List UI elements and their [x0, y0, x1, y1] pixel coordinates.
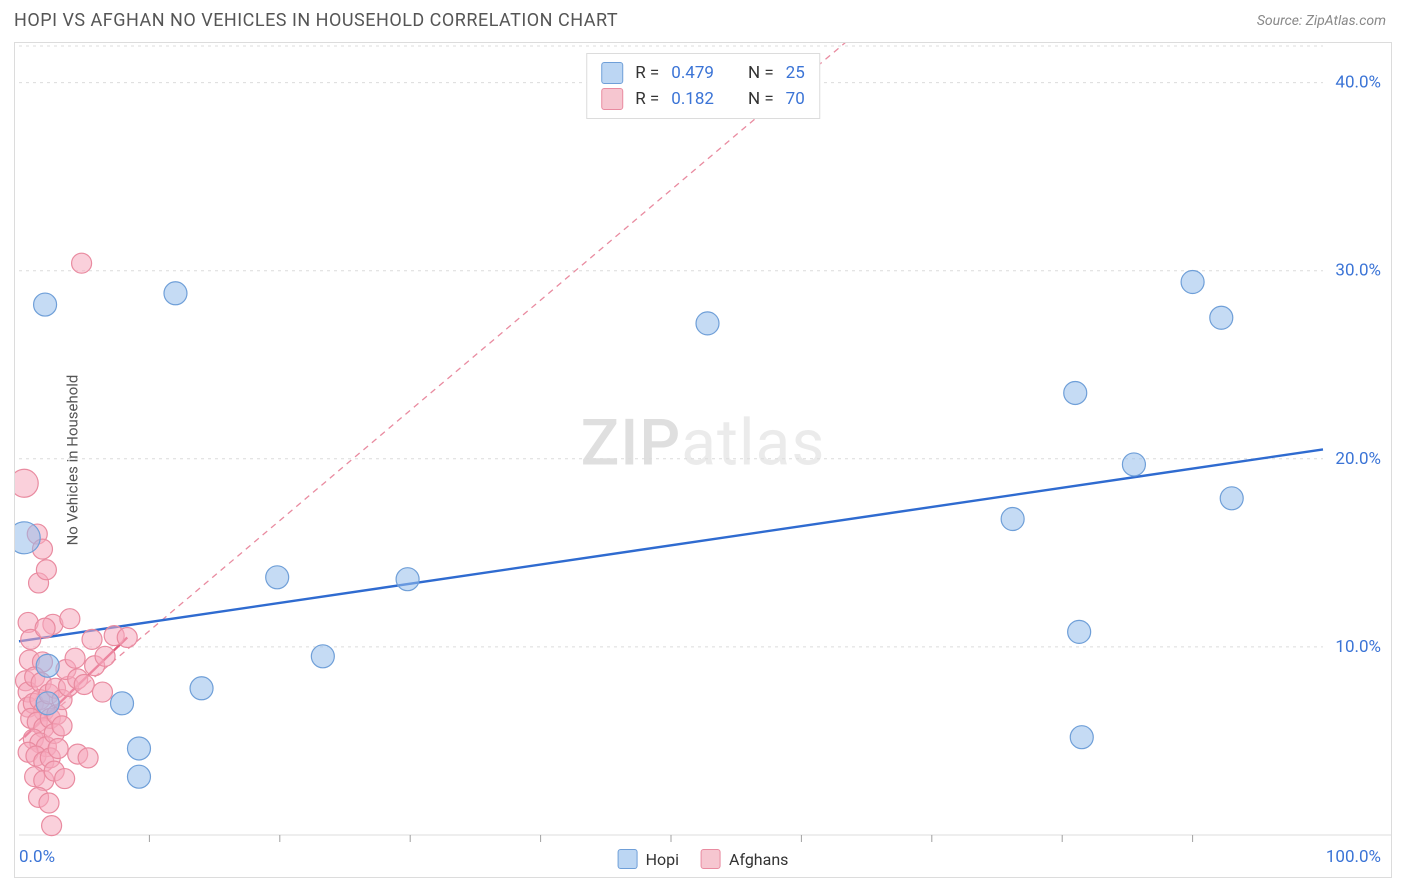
- svg-text:10.0%: 10.0%: [1335, 637, 1381, 657]
- x-axis-max-label: 100.0%: [1326, 847, 1381, 867]
- n-label: N =: [748, 89, 774, 109]
- legend-label: Hopi: [646, 850, 679, 869]
- legend-swatch: [701, 849, 721, 869]
- legend-swatch: [601, 88, 623, 110]
- legend-stat-row: R = 0.182 N = 70: [601, 86, 805, 112]
- chart-container: No Vehicles in Household ZIPatlas 10.0%2…: [14, 42, 1392, 878]
- n-value: 70: [786, 89, 805, 109]
- scatter-plot: 10.0% 20.0% 30.0% 40.0%: [15, 43, 1391, 877]
- svg-text:40.0%: 40.0%: [1335, 73, 1381, 93]
- n-value: 25: [786, 63, 805, 83]
- legend-label: Afghans: [729, 850, 788, 869]
- x-axis-min-label: 0.0%: [19, 847, 55, 867]
- correlation-legend: R = 0.479 N = 25 R = 0.182 N = 70: [586, 53, 820, 119]
- legend-series-item: Hopi: [618, 849, 679, 869]
- chart-title: HOPI VS AFGHAN NO VEHICLES IN HOUSEHOLD …: [14, 10, 618, 31]
- svg-text:20.0%: 20.0%: [1335, 449, 1381, 469]
- svg-text:30.0%: 30.0%: [1335, 261, 1381, 281]
- series-legend: Hopi Afghans: [618, 849, 789, 869]
- r-label: R =: [635, 89, 659, 109]
- r-value: 0.182: [671, 89, 714, 109]
- legend-swatch: [618, 849, 638, 869]
- r-value: 0.479: [671, 63, 714, 83]
- n-label: N =: [748, 63, 774, 83]
- r-label: R =: [635, 63, 659, 83]
- legend-swatch: [601, 62, 623, 84]
- legend-series-item: Afghans: [701, 849, 788, 869]
- legend-stat-row: R = 0.479 N = 25: [601, 60, 805, 86]
- source-label: Source: ZipAtlas.com: [1257, 13, 1386, 29]
